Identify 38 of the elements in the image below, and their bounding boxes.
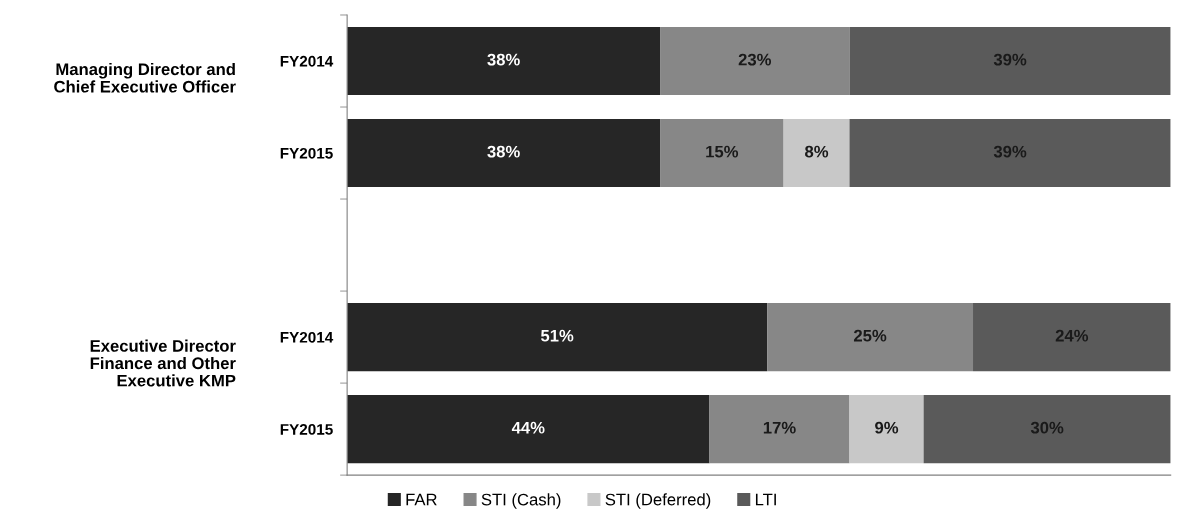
bar (783, 118, 850, 188)
bar (923, 395, 1171, 464)
legend-label: FAR (406, 493, 437, 506)
data-label: 39% (993, 53, 1027, 66)
data-label: 38% (487, 145, 520, 158)
bar (767, 303, 974, 372)
data-label: 39% (993, 145, 1027, 158)
legend-label: STI (Cash) (481, 493, 561, 509)
text: Managing Director and Chief Executive Officer (54, 62, 236, 93)
data-label: 38% (487, 53, 520, 66)
data-label: 23% (738, 53, 772, 66)
bar (347, 303, 768, 372)
bar (347, 395, 710, 464)
bar (849, 118, 1171, 188)
y-tick-label: FY2014 (280, 55, 334, 67)
data-label: 8% (805, 145, 829, 158)
text: Executive Director Finance and Other Executive KMP (90, 339, 236, 387)
legend-label: LTI (755, 493, 776, 506)
bar (347, 118, 661, 188)
bar (660, 26, 850, 96)
data-label: 30% (1030, 421, 1064, 434)
bar (660, 118, 784, 188)
data-label: 9% (875, 421, 899, 434)
bar (709, 395, 850, 464)
data-label: 51% (540, 329, 574, 342)
y-tick-label: FY2015 (280, 147, 333, 159)
bar (347, 26, 661, 96)
bar (973, 303, 1171, 372)
data-label: 15% (706, 145, 739, 158)
legend-label: STI (Deferred) (605, 493, 711, 509)
y-tick-label: FY2015 (280, 423, 333, 435)
data-label: 44% (511, 421, 545, 434)
data-label: 25% (853, 329, 887, 342)
y-tick-label: FY2014 (280, 331, 334, 343)
data-label: 24% (1055, 329, 1089, 342)
bar (849, 395, 924, 464)
bar (849, 26, 1171, 96)
data-label: 17% (763, 421, 796, 434)
